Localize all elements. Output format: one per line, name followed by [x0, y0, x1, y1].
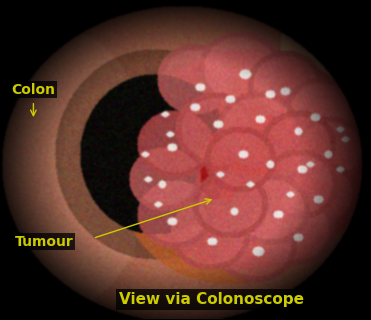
Text: View via Colonoscope: View via Colonoscope [119, 292, 304, 307]
Text: Tumour: Tumour [15, 235, 73, 249]
Text: Colon: Colon [11, 83, 55, 97]
